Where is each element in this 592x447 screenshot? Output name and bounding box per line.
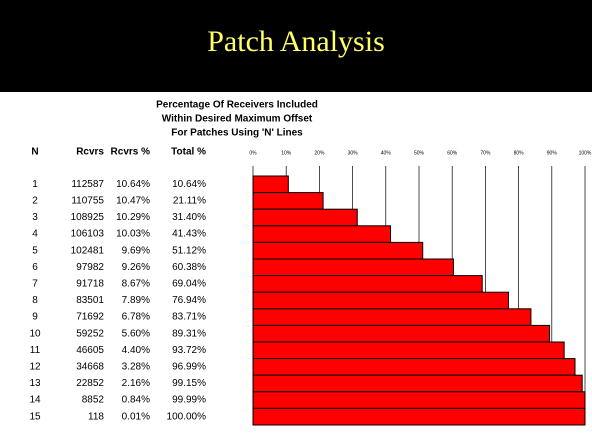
chart-title: For Patches Using 'N' Lines: [171, 128, 303, 139]
row-receiver-percent: 5.60%: [122, 328, 150, 339]
row-receivers: 91718: [76, 279, 104, 290]
x-tick-label: 90%: [547, 150, 558, 156]
x-tick-label: 70%: [480, 150, 491, 156]
column-header: Rcvrs: [76, 147, 104, 158]
bar: [252, 241, 424, 260]
row-n: 1: [32, 179, 38, 190]
row-n: 15: [29, 411, 41, 422]
bar: [252, 192, 324, 210]
row-total-percent: 69.04%: [172, 279, 206, 290]
row-receivers: 34668: [76, 362, 104, 373]
bar: [252, 225, 392, 243]
row-n: 8: [32, 295, 38, 306]
row-receivers: 22852: [76, 378, 104, 389]
bar: [252, 308, 532, 326]
row-n: 5: [32, 245, 38, 256]
row-receivers: 71692: [76, 312, 104, 323]
row-receivers: 106103: [71, 229, 105, 240]
row-n: 7: [32, 279, 38, 290]
column-header: Total %: [171, 147, 206, 158]
x-tick-label: 80%: [514, 150, 525, 156]
bar: [252, 208, 358, 227]
row-total-percent: 93.72%: [172, 345, 206, 356]
bar: [252, 358, 576, 376]
row-n: 2: [32, 196, 38, 207]
row-total-percent: 100.00%: [167, 411, 207, 422]
chart-title: Within Desired Maximum Offset: [162, 114, 313, 125]
row-receivers: 108925: [71, 212, 105, 223]
row-total-percent: 31.40%: [172, 212, 206, 223]
bar: [252, 374, 583, 393]
row-n: 4: [32, 229, 38, 240]
row-receiver-percent: 10.29%: [116, 212, 150, 223]
row-receiver-percent: 2.16%: [122, 378, 150, 389]
row-receiver-percent: 10.03%: [116, 229, 150, 240]
bar: [252, 391, 586, 409]
row-n: 10: [29, 328, 41, 339]
bar: [252, 258, 454, 277]
row-receiver-percent: 6.78%: [122, 312, 150, 323]
column-header: N: [31, 147, 38, 158]
x-tick-label: 20%: [314, 150, 325, 156]
row-total-percent: 89.31%: [172, 328, 206, 339]
row-total-percent: 51.12%: [172, 245, 206, 256]
x-tick-label: 10%: [281, 150, 292, 156]
row-receiver-percent: 4.40%: [122, 345, 150, 356]
row-total-percent: 96.99%: [172, 362, 206, 373]
bar: [252, 175, 289, 194]
row-total-percent: 83.71%: [172, 312, 206, 323]
row-receivers: 59252: [76, 328, 104, 339]
row-n: 11: [30, 345, 41, 356]
row-receivers: 83501: [76, 295, 104, 306]
row-receivers: 102481: [71, 245, 105, 256]
row-receiver-percent: 9.26%: [122, 262, 150, 273]
chart-title: Percentage Of Receivers Included: [156, 100, 318, 111]
row-total-percent: 41.43%: [172, 229, 206, 240]
row-receiver-percent: 10.47%: [116, 196, 150, 207]
row-receiver-percent: 0.01%: [122, 411, 150, 422]
bar: [252, 341, 565, 360]
header-band: [0, 0, 592, 92]
x-tick-label: 50%: [414, 150, 425, 156]
row-total-percent: 10.64%: [172, 179, 206, 190]
row-receiver-percent: 3.28%: [122, 362, 150, 373]
row-total-percent: 99.99%: [172, 395, 206, 406]
x-tick-label: 100%: [579, 150, 592, 156]
row-receiver-percent: 9.69%: [122, 245, 150, 256]
row-n: 12: [29, 362, 41, 373]
x-tick-label: 60%: [447, 150, 458, 156]
row-receiver-percent: 8.67%: [122, 279, 150, 290]
bar: [252, 275, 483, 293]
row-n: 3: [32, 212, 38, 223]
row-receivers: 8852: [82, 395, 105, 406]
row-total-percent: 60.38%: [172, 262, 206, 273]
row-n: 6: [32, 262, 38, 273]
row-receivers: 110755: [71, 196, 104, 207]
x-tick-label: 30%: [348, 150, 359, 156]
row-receiver-percent: 0.84%: [122, 395, 150, 406]
x-tick-label: 40%: [381, 150, 392, 156]
row-total-percent: 21.11%: [173, 196, 206, 207]
column-header: Rcvrs %: [111, 147, 151, 158]
bar: [252, 407, 586, 426]
row-n: 9: [32, 312, 38, 323]
row-total-percent: 99.15%: [172, 378, 206, 389]
row-receivers: 97982: [76, 262, 104, 273]
slide-title: Patch Analysis: [207, 25, 385, 58]
row-receivers: 118: [88, 411, 104, 422]
row-receivers: 46605: [76, 345, 104, 356]
row-n: 13: [29, 378, 41, 389]
bar: [252, 291, 509, 310]
bar: [252, 324, 551, 343]
x-tick-label: 0%: [249, 150, 257, 156]
row-n: 14: [29, 395, 41, 406]
row-receiver-percent: 10.64%: [116, 179, 150, 190]
row-receiver-percent: 7.89%: [122, 295, 150, 306]
row-receivers: 112587: [71, 179, 104, 190]
row-total-percent: 76.94%: [172, 295, 206, 306]
